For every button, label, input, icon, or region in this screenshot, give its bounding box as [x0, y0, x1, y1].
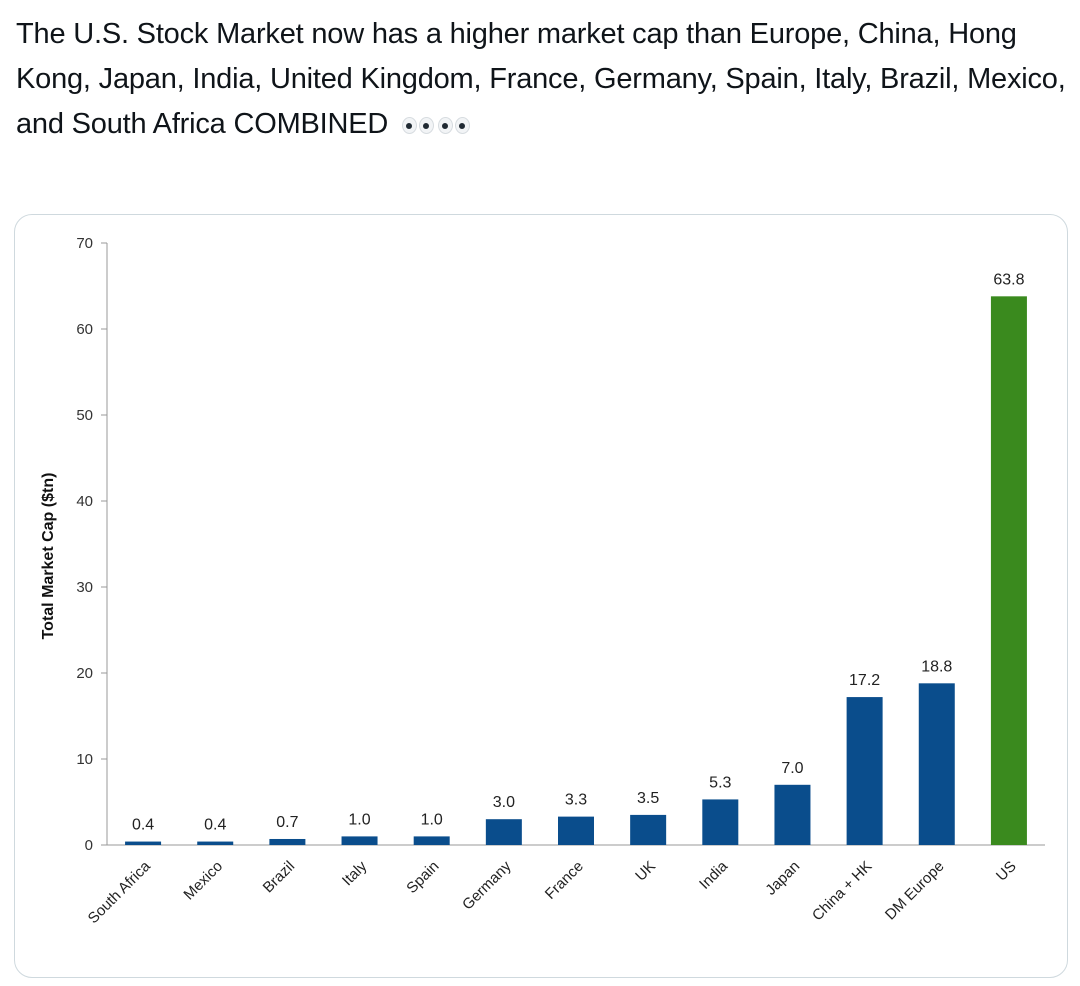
- y-tick-label: 10: [76, 751, 93, 768]
- bar-germany: [485, 819, 522, 845]
- bar-mexico: [197, 841, 234, 845]
- bar-chart: 0 10 20 30 40 50 60 70 0.4 0.4 0.7 1.0 1.0 3.0 3.3 3.5…: [40, 235, 1045, 927]
- data-label: 1.0: [348, 811, 370, 828]
- data-label: 18.8: [921, 658, 952, 675]
- y-axis: 0 10 20 30 40 50 60 70: [76, 235, 1045, 854]
- bar-france: [558, 816, 594, 845]
- category-label: South Africa: [85, 857, 155, 927]
- data-label: 7.0: [781, 760, 803, 777]
- data-label: 3.0: [493, 794, 515, 811]
- data-label: 0.4: [204, 817, 226, 834]
- data-label: 17.2: [849, 672, 880, 689]
- y-tick-label: 70: [76, 235, 93, 252]
- data-labels: 0.4 0.4 0.7 1.0 1.0 3.0 3.3 3.5 5.3 7.0 17.2 18.8 63…: [132, 271, 1025, 833]
- y-tick-label: 30: [76, 579, 93, 596]
- bar-brazil: [269, 838, 306, 845]
- data-label: 5.3: [709, 774, 731, 791]
- category-label: France: [542, 858, 587, 903]
- eyes-emoji-icon: [402, 116, 471, 134]
- category-labels: South Africa Mexico Brazil Italy Spain German…: [85, 857, 1020, 927]
- y-axis-label: Total Market Cap ($tn): [40, 473, 57, 640]
- bars: [125, 296, 1027, 845]
- data-label: 3.3: [565, 792, 587, 809]
- y-tick-label: 50: [76, 407, 93, 424]
- y-tick-label: 20: [76, 665, 93, 682]
- post-text: The U.S. Stock Market now has a higher m…: [16, 18, 1066, 140]
- bar-spain: [413, 836, 450, 845]
- bar-italy: [341, 836, 378, 845]
- bar-dm-europe: [918, 683, 955, 845]
- category-label: UK: [632, 858, 659, 885]
- category-label: DM Europe: [882, 858, 948, 924]
- category-label: China + HK: [809, 858, 876, 925]
- category-label: US: [993, 858, 1020, 885]
- data-label: 0.7: [276, 814, 298, 831]
- bar-china-hk: [846, 697, 883, 845]
- category-label: India: [696, 857, 731, 892]
- data-label: 63.8: [993, 271, 1024, 288]
- data-label: 1.0: [421, 811, 443, 828]
- data-label: 3.5: [637, 790, 659, 807]
- eyes-icon: [438, 116, 471, 134]
- bar-uk: [630, 814, 667, 845]
- category-label: Italy: [339, 857, 371, 889]
- data-label: 0.4: [132, 817, 154, 834]
- category-label: Spain: [403, 858, 442, 897]
- post-text-container: The U.S. Stock Market now has a higher m…: [16, 12, 1068, 147]
- y-tick-label: 60: [76, 321, 93, 338]
- bar-india: [702, 799, 739, 845]
- bar-us: [990, 296, 1027, 845]
- category-label: Mexico: [180, 858, 226, 904]
- bar-japan: [774, 784, 811, 845]
- chart-card[interactable]: 0 10 20 30 40 50 60 70 0.4 0.4 0.7 1.0 1.0 3.0 3.3 3.5…: [14, 214, 1068, 978]
- y-tick-label: 40: [76, 493, 93, 510]
- category-label: Germany: [459, 857, 515, 913]
- category-label: Japan: [762, 858, 803, 899]
- bar-south-africa: [125, 841, 162, 845]
- category-label: Brazil: [260, 858, 299, 897]
- eyes-icon: [402, 116, 435, 134]
- y-tick-label: 0: [85, 837, 93, 854]
